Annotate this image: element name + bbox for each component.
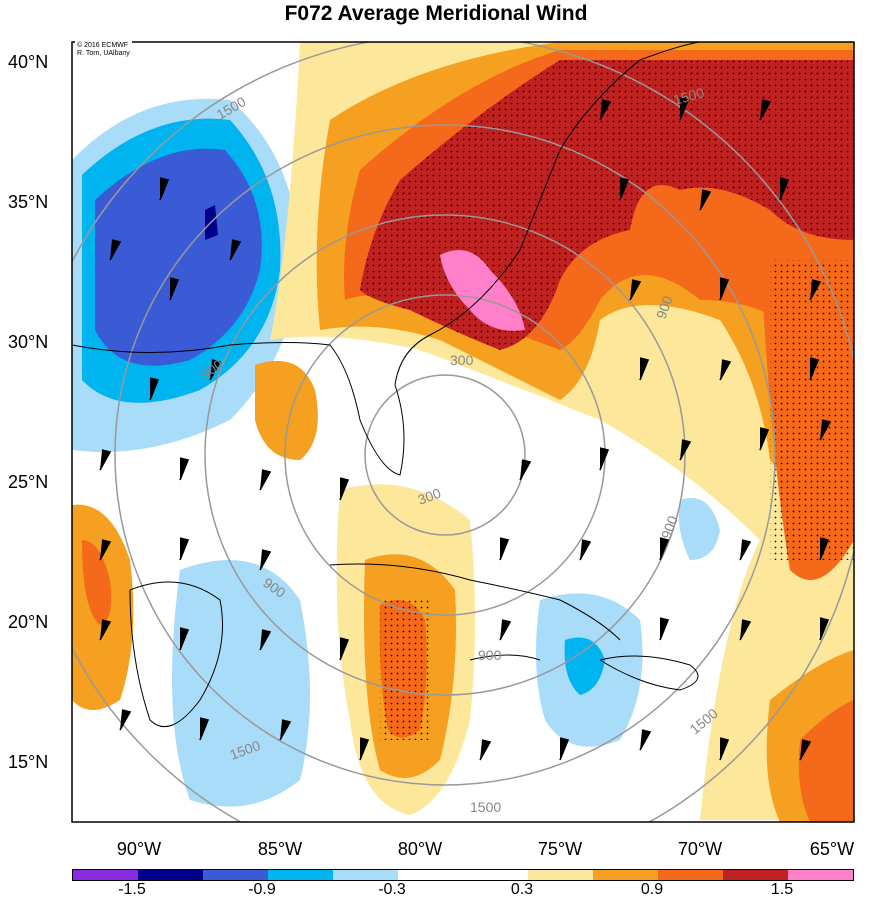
lat-label: 20°N	[8, 612, 49, 632]
contour-label: 900	[478, 647, 502, 663]
map-frame	[71, 41, 855, 823]
colorbar-label: 0.3	[510, 881, 534, 898]
blue-region-dark	[95, 148, 262, 366]
lat-label: 25°N	[8, 472, 49, 492]
lon-label: 70°W	[677, 839, 723, 859]
contour-label: 1500	[672, 84, 706, 108]
colorbar-swatch	[203, 870, 268, 880]
colorbar-label: 1.5	[770, 881, 794, 898]
red-west-patch	[82, 540, 112, 625]
contour-label: 300	[416, 485, 444, 508]
coastlines	[72, 42, 701, 728]
caribbean-blue-core	[564, 637, 605, 695]
se-red	[798, 700, 854, 822]
lon-label: 75°W	[537, 839, 583, 859]
caribbean-blue-1	[172, 560, 310, 807]
colorbar-label: -0.3	[378, 881, 406, 898]
florida-orange	[255, 360, 318, 460]
lon-label: 80°W	[397, 839, 443, 859]
lat-label: 35°N	[8, 192, 49, 212]
lon-label: 90°W	[116, 839, 162, 859]
contour-label: 900	[653, 293, 676, 321]
colorbar-swatch	[268, 870, 333, 880]
colorbar-swatch	[73, 870, 138, 880]
range-circles	[72, 42, 854, 822]
colorbar-swatch	[398, 870, 463, 880]
credit-line: R. Torn, UAlbany	[77, 50, 130, 57]
colorbar-swatch	[723, 870, 788, 880]
credit-line: © 2016 ECMWF	[77, 42, 129, 49]
colorbar	[72, 869, 854, 881]
credit-box: © 2016 ECMWF R. Torn, UAlbany	[75, 41, 132, 59]
colorbar-label: -0.9	[248, 881, 276, 898]
colorbar-label: -1.5	[118, 881, 146, 898]
colorbar-swatch	[593, 870, 658, 880]
wind-barbs	[99, 97, 832, 761]
lat-label: 30°N	[8, 332, 49, 352]
pink-max	[440, 250, 525, 331]
colorbar-swatch	[658, 870, 723, 880]
colorbar-swatch	[333, 870, 398, 880]
lat-label: 40°N	[8, 52, 49, 72]
lon-label: 65°W	[809, 839, 855, 859]
chart-title: F072 Average Meridional Wind	[284, 2, 588, 25]
east-blue	[678, 498, 720, 560]
lon-label: 85°W	[257, 839, 303, 859]
colorbar-swatch	[788, 870, 853, 880]
colorbar-swatch	[528, 870, 593, 880]
contour-label: 900	[658, 513, 681, 541]
contour-label: 1500	[470, 799, 501, 815]
colorbar-swatch	[138, 870, 203, 880]
contour-label: 300	[450, 352, 474, 368]
colorbar-swatch	[463, 870, 528, 880]
lat-label: 15°N	[8, 752, 49, 772]
colorbar-label: 0.9	[640, 881, 664, 898]
